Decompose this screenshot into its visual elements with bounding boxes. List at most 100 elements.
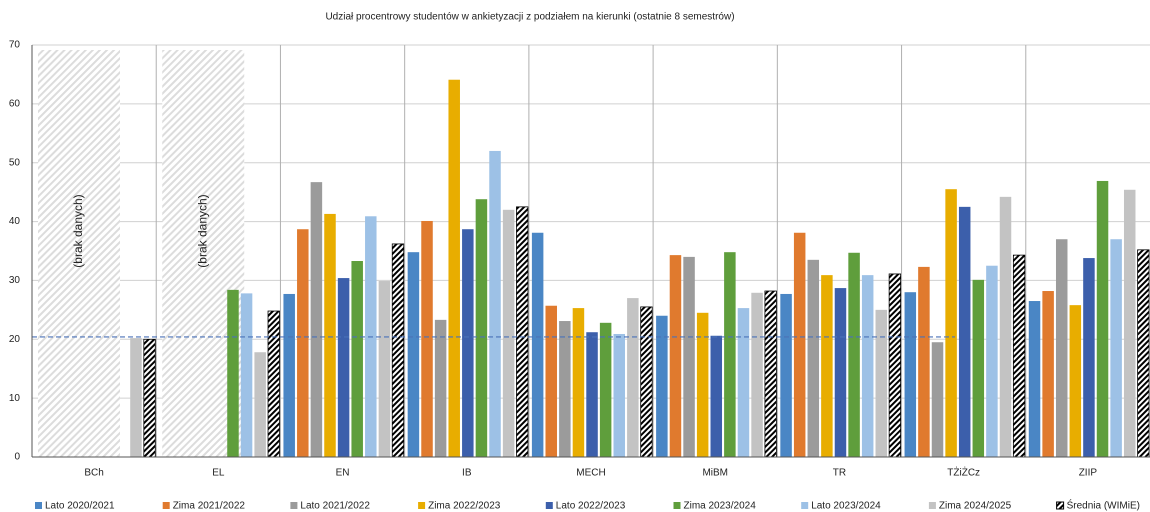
bar [834, 288, 847, 457]
legend-label: Zima 2023/2024 [684, 501, 757, 512]
legend-swatch [545, 502, 553, 509]
legend-swatch [801, 502, 809, 509]
bar [559, 321, 571, 457]
bar [780, 293, 792, 457]
y-tick-label: 0 [14, 452, 20, 463]
bar [130, 338, 142, 457]
x-tick-label: EN [336, 468, 350, 479]
bar [545, 305, 557, 457]
bar [1110, 239, 1122, 457]
x-tick-label: BCh [84, 468, 103, 479]
bar [1069, 305, 1082, 457]
bar [421, 220, 433, 457]
bar [143, 338, 156, 458]
annotation: (brak danych) [195, 194, 209, 267]
bar [807, 259, 820, 457]
legend-label: Lato 2023/2024 [811, 501, 881, 512]
legend-label: Zima 2022/2023 [428, 501, 501, 512]
bar [351, 261, 363, 457]
bar [764, 290, 777, 458]
bar [861, 275, 874, 457]
bar [613, 333, 625, 457]
bar [297, 229, 309, 457]
bar [407, 252, 420, 457]
bar [240, 293, 253, 457]
x-tick-label: MECH [576, 468, 605, 479]
bar [324, 213, 336, 457]
bar [1137, 249, 1150, 458]
bar [599, 322, 612, 457]
x-tick-label: EL [212, 468, 225, 479]
no-data-area [38, 50, 120, 457]
legend-label: Lato 2022/2023 [556, 501, 626, 512]
bar [1096, 180, 1109, 457]
bar [462, 229, 474, 457]
legend-swatch [35, 502, 42, 509]
y-tick-label: 70 [9, 40, 21, 51]
bar [1012, 254, 1026, 458]
bar [710, 335, 723, 457]
y-tick-label: 60 [9, 98, 21, 109]
bar [821, 275, 833, 457]
bar [489, 150, 501, 457]
x-tick-label: TŻiŻCz [947, 466, 980, 479]
bar [475, 199, 488, 457]
bar [572, 308, 585, 457]
bar [378, 281, 391, 457]
legend-label: Średnia (WIMiE) [1067, 499, 1140, 512]
bar [267, 310, 280, 458]
bar [627, 298, 639, 457]
bar [227, 289, 239, 457]
x-tick-label: ZIIP [1079, 468, 1098, 479]
y-tick-label: 30 [9, 275, 21, 286]
bar [724, 252, 736, 457]
bar [888, 273, 902, 458]
legend-label: Zima 2021/2022 [173, 501, 246, 512]
legend-swatch [673, 502, 681, 509]
bar [1028, 301, 1041, 457]
legend-label: Lato 2020/2021 [45, 501, 115, 512]
legend-swatch [928, 502, 936, 509]
bar [448, 79, 460, 458]
bar [254, 352, 266, 457]
legend-label: Lato 2021/2022 [300, 501, 370, 512]
chart-title: Udział procentrowy studentów w ankietyza… [325, 12, 734, 23]
bar [904, 292, 917, 457]
bar [918, 266, 930, 457]
legend-swatch [1056, 501, 1065, 510]
y-tick-label: 10 [9, 393, 21, 404]
bar [931, 342, 944, 457]
bar [669, 255, 682, 457]
bar [516, 206, 529, 458]
bar [502, 209, 515, 457]
y-tick-label: 40 [9, 216, 21, 227]
bar [683, 256, 695, 457]
bar [848, 252, 860, 457]
annotation: (brak danych) [71, 194, 85, 267]
bar [793, 232, 806, 457]
x-tick-label: IB [462, 468, 472, 479]
bar [283, 293, 295, 457]
bar [1083, 258, 1095, 457]
x-tick-label: MiBM [702, 468, 728, 479]
bar [1042, 291, 1054, 457]
y-tick-label: 50 [9, 157, 21, 168]
bar [1055, 239, 1068, 457]
legend-label: Zima 2024/2025 [939, 501, 1012, 512]
bar [958, 206, 971, 457]
bar [737, 308, 750, 457]
bar [696, 312, 709, 457]
bar [531, 232, 544, 457]
bar [972, 279, 985, 457]
bar [751, 292, 763, 457]
bar [999, 196, 1012, 457]
bar [1123, 189, 1136, 457]
bar [586, 332, 598, 457]
x-tick-label: TR [833, 468, 846, 479]
y-tick-label: 20 [9, 334, 21, 345]
legend-swatch [418, 502, 426, 509]
bar [337, 278, 350, 457]
legend-swatch [162, 502, 170, 509]
bar [310, 182, 323, 457]
